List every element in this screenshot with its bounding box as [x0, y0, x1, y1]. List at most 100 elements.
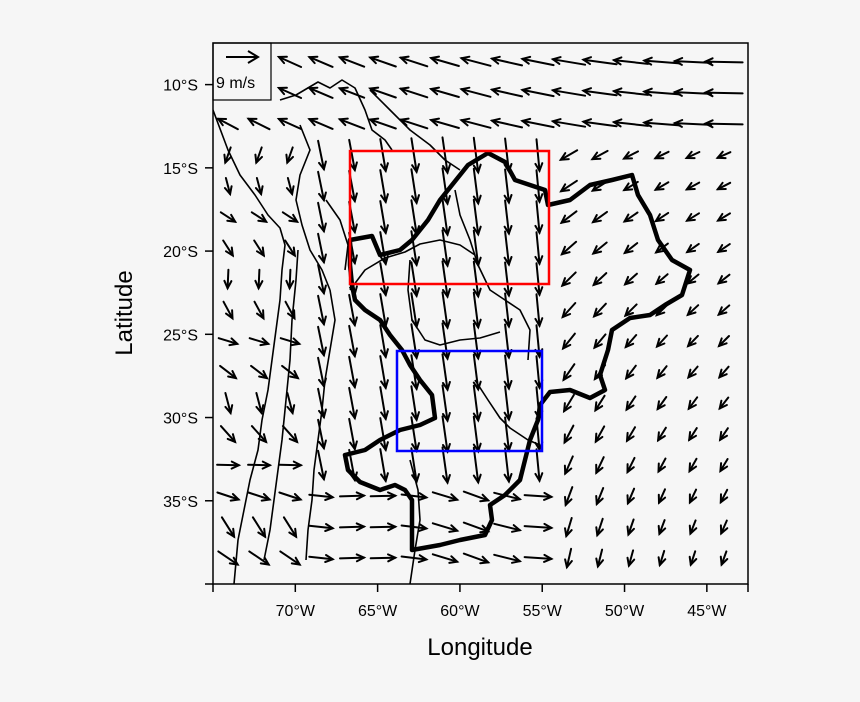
- wind-vector: [410, 199, 420, 237]
- wind-vector: [368, 55, 397, 68]
- wind-vector: [717, 365, 730, 380]
- wind-vector: [253, 300, 265, 321]
- wind-vector: [441, 167, 451, 206]
- wind-vector: [317, 418, 327, 451]
- wind-vector: [523, 522, 554, 532]
- wind-vector: [703, 57, 744, 67]
- wind-vector: [462, 552, 491, 565]
- wind-vector: [281, 364, 300, 380]
- wind-vector: [718, 427, 729, 442]
- wind-vector: [641, 87, 681, 97]
- wind-vector: [379, 293, 389, 329]
- wind-vector: [251, 516, 267, 539]
- wind-vector: [284, 239, 297, 258]
- wind-vector: [410, 261, 420, 299]
- wind-vector: [657, 488, 667, 505]
- wind-vector: [534, 169, 544, 204]
- wind-vector: [564, 517, 573, 539]
- wind-vector: [400, 554, 429, 564]
- wind-vector: [285, 268, 295, 291]
- wind-vector: [286, 392, 296, 416]
- wind-vector: [431, 553, 460, 564]
- y-tick-label: 10°S: [163, 78, 198, 95]
- wind-vector: [590, 149, 609, 161]
- wind-vector: [282, 516, 298, 539]
- wind-vector: [339, 553, 367, 563]
- wind-vector: [308, 523, 335, 532]
- wind-vector: [719, 458, 729, 473]
- wind-vector: [563, 424, 575, 445]
- country-borders: [213, 79, 541, 584]
- reference-vector-label: 9 m/s: [216, 75, 255, 92]
- wind-vector: [279, 550, 302, 566]
- wind-vector: [431, 491, 460, 502]
- wind-vector: [472, 198, 482, 237]
- wind-vector: [339, 522, 367, 532]
- wind-vector: [564, 547, 573, 570]
- wind-vector: [503, 292, 513, 329]
- wind-vector: [564, 486, 574, 508]
- wind-vector: [685, 273, 700, 285]
- x-axis: 70°W 65°W 60°W 55°W 50°W 45°W: [212, 584, 749, 620]
- wind-vector: [472, 167, 482, 206]
- wind-vector: [217, 550, 240, 566]
- wind-vector: [591, 241, 608, 255]
- x-axis-title: Longitude: [427, 634, 532, 661]
- wind-vector: [503, 199, 513, 236]
- wind-vector: [626, 456, 636, 475]
- bolivia-paraguay-border: [349, 239, 476, 291]
- wind-vector: [655, 365, 668, 380]
- wind-vector: [276, 117, 303, 130]
- wind-vector: [317, 449, 327, 482]
- wind-vector: [594, 425, 606, 444]
- wind-vector: [655, 303, 669, 317]
- y-tick-label: 30°S: [163, 411, 198, 428]
- wind-vector: [715, 181, 732, 191]
- wind-vector: [686, 304, 700, 317]
- wind-vector: [595, 548, 604, 569]
- wind-vector: [719, 488, 729, 505]
- x-tick-label: 45°W: [687, 603, 727, 620]
- x-tick-label: 50°W: [605, 603, 645, 620]
- wind-vector: [657, 519, 667, 537]
- wind-vector: [520, 55, 555, 67]
- wind-vector: [686, 334, 699, 348]
- wind-vector: [441, 198, 451, 237]
- wind-vector: [717, 335, 730, 348]
- wind-vector: [622, 180, 639, 192]
- wind-vector: [462, 490, 491, 503]
- wind-vector: [379, 355, 389, 391]
- wind-vector: [520, 86, 555, 98]
- wind-vector: [719, 519, 729, 536]
- wind-vector: [654, 242, 669, 254]
- wind-vector: [317, 356, 327, 389]
- wind-vector: [581, 87, 618, 97]
- wind-vector: [655, 334, 668, 349]
- wind-vector: [379, 231, 389, 267]
- wind-vector: [472, 446, 482, 485]
- wind-vector: [591, 210, 608, 224]
- wind-vector: [317, 170, 327, 203]
- wind-vector: [410, 292, 420, 330]
- northern-box: [348, 149, 551, 286]
- wind-vector: [222, 239, 235, 258]
- wind-vector: [410, 385, 420, 423]
- wind-vector: [595, 517, 604, 538]
- wind-vector: [653, 181, 670, 191]
- wind-vector: [379, 200, 389, 236]
- wind-vector: [223, 177, 233, 197]
- wind-vector: [685, 212, 700, 222]
- wind-vector: [441, 353, 451, 392]
- wind-vector: [250, 425, 268, 444]
- wind-vector: [278, 491, 303, 502]
- southern-box: [395, 349, 544, 453]
- wind-vector: [307, 86, 334, 99]
- wind-vector: [672, 88, 713, 97]
- wind-vector: [307, 117, 334, 130]
- wind-vector: [219, 211, 238, 223]
- wind-vector: [657, 457, 667, 474]
- wind-vector: [503, 447, 513, 484]
- wind-vector: [561, 302, 577, 319]
- wind-vector: [308, 492, 335, 501]
